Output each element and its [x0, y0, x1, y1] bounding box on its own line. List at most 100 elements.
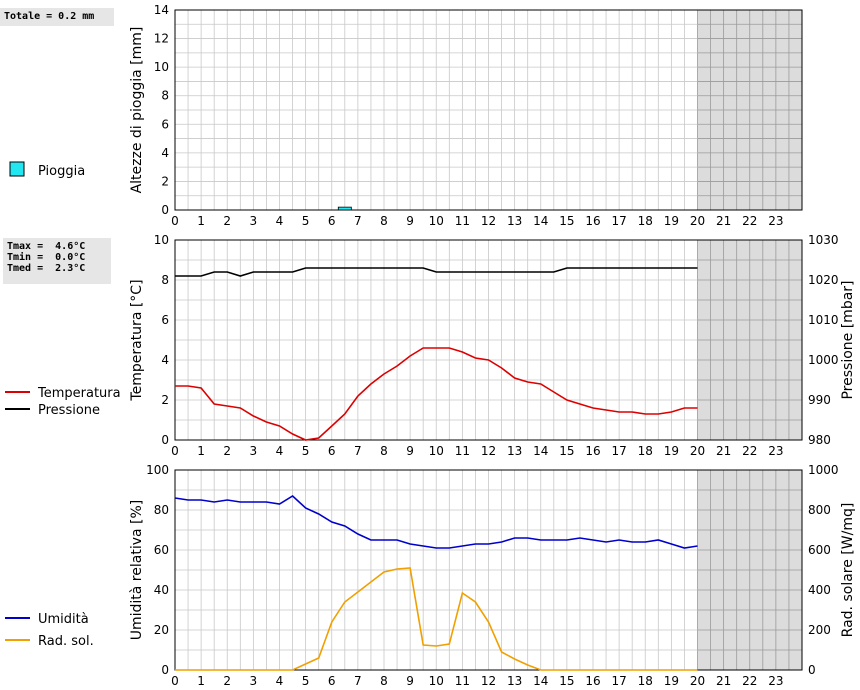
temperature-summary-box: Tmax = 4.6°C Tmin = 0.0°C Tmed = 2.3°C: [3, 238, 111, 284]
panel-1-x-tick-label: 21: [716, 444, 731, 458]
panel-2-x-tick-label: 19: [664, 674, 679, 688]
panel-1-y-right-tick-label: 1020: [808, 273, 839, 287]
panel-0-x-tick-label: 10: [429, 214, 444, 228]
panel-0-x-tick-label: 0: [171, 214, 179, 228]
legend-swatch-pioggia: [9, 161, 25, 177]
panel-1-y-right-tick-label: 990: [808, 393, 831, 407]
panel-1-x-tick-label: 9: [406, 444, 414, 458]
panel-0-x-tick-label: 18: [638, 214, 653, 228]
panel-1-y-tick-label: 6: [161, 313, 169, 327]
panel-2-x-tick-label: 16: [585, 674, 600, 688]
panel-1-y-tick-label: 0: [161, 433, 169, 447]
panel-1-x-tick-label: 19: [664, 444, 679, 458]
panel-1-y-right-axis-title: Pressione [mbar]: [840, 280, 856, 399]
panel-2-x-tick-label: 4: [276, 674, 284, 688]
panel-2-y-right-tick-label: 200: [808, 623, 831, 637]
legend-label: Umidità: [38, 612, 89, 627]
rain-bar: [337, 206, 352, 211]
panel-2-y-axis-title: Umidità relativa [%]: [129, 500, 145, 641]
legend-label: Pioggia: [38, 164, 85, 179]
panel-1-x-tick-label: 1: [197, 444, 205, 458]
panel-2-x-tick-label: 3: [250, 674, 258, 688]
panel-1-x-tick-label: 22: [742, 444, 757, 458]
panel-2-x-tick-label: 11: [455, 674, 470, 688]
panel-1-x-tick-label: 0: [171, 444, 179, 458]
panel-0-x-tick-label: 7: [354, 214, 362, 228]
panel-1-x-tick-label: 14: [533, 444, 548, 458]
panel-0-y-tick-label: 8: [161, 89, 169, 103]
panel-2-y-right-tick-label: 0: [808, 663, 816, 677]
panel-2-x-tick-label: 21: [716, 674, 731, 688]
panel-1-y-right-tick-label: 1030: [808, 233, 839, 247]
panel-2-x-tick-label: 5: [302, 674, 310, 688]
pressione-line: [175, 267, 698, 277]
panel-2-y-tick-label: 60: [154, 543, 169, 557]
panel-0-x-tick-label: 5: [302, 214, 310, 228]
panel-0-x-tick-label: 23: [768, 214, 783, 228]
tmax-text: Tmax = 4.6°C: [7, 241, 86, 252]
panel-0-x-tick-label: 3: [250, 214, 258, 228]
panel-2-y-tick-label: 40: [154, 583, 169, 597]
rain-total-text: Totale = 0.2 mm: [4, 11, 95, 22]
rain-total-box: Totale = 0.2 mm: [0, 8, 114, 26]
panel-2-y-tick-label: 20: [154, 623, 169, 637]
panel-0-x-tick-label: 8: [380, 214, 388, 228]
panel-0-y-tick-label: 0: [161, 203, 169, 217]
panel-1-frame: [174, 239, 803, 441]
panel-0-x-tick-label: 15: [559, 214, 574, 228]
panel-2-x-tick-label: 7: [354, 674, 362, 688]
panel-1-y-tick-label: 4: [161, 353, 169, 367]
tmin-text: Tmin = 0.0°C: [7, 252, 86, 263]
panel-0-x-tick-label: 19: [664, 214, 679, 228]
panel-0-x-tick-label: 11: [455, 214, 470, 228]
panel-1-y-right-tick-label: 1010: [808, 313, 839, 327]
panel-1-x-tick-label: 11: [455, 444, 470, 458]
panel-2-x-tick-label: 17: [611, 674, 626, 688]
panel-0-y-tick-label: 10: [154, 60, 169, 74]
panel-2-y-tick-label: 100: [146, 463, 169, 477]
panel-2-x-tick-label: 1: [197, 674, 205, 688]
panel-2-x-tick-label: 8: [380, 674, 388, 688]
panel-2-y-tick-label: 0: [161, 663, 169, 677]
panel-1-x-tick-label: 2: [223, 444, 231, 458]
panel-2-x-tick-label: 9: [406, 674, 414, 688]
panel-0-x-tick-label: 22: [742, 214, 757, 228]
panel-1-x-tick-label: 23: [768, 444, 783, 458]
panel-0-y-tick-label: 6: [161, 117, 169, 131]
panel-0-x-tick-label: 16: [585, 214, 600, 228]
temperatura-line: [175, 347, 698, 441]
panel-2-y-right-tick-label: 1000: [808, 463, 839, 477]
panel-1-x-tick-label: 13: [507, 444, 522, 458]
panel-1-y-right-tick-label: 1000: [808, 353, 839, 367]
panel-2-x-tick-label: 18: [638, 674, 653, 688]
panel-1-x-tick-label: 7: [354, 444, 362, 458]
panel-0-x-tick-label: 14: [533, 214, 548, 228]
panel-2-y-right-tick-label: 400: [808, 583, 831, 597]
legend-label: Rad. sol.: [38, 634, 94, 649]
panel-0-x-tick-label: 20: [690, 214, 705, 228]
panel-0-y-axis-title: Altezze di pioggia [mm]: [129, 27, 145, 194]
umidit--line: [174, 495, 698, 549]
panel-1-x-tick-label: 17: [611, 444, 626, 458]
panel-1-x-tick-label: 3: [250, 444, 258, 458]
panel-0-x-tick-label: 4: [276, 214, 284, 228]
panel-1-x-tick-label: 4: [276, 444, 284, 458]
panel-2-x-tick-label: 0: [171, 674, 179, 688]
panel-0-y-tick-label: 14: [154, 3, 169, 17]
panel-2-x-tick-label: 12: [481, 674, 496, 688]
legend-label: Pressione: [38, 403, 100, 418]
panel-1-x-tick-label: 8: [380, 444, 388, 458]
panel-1-x-tick-label: 16: [585, 444, 600, 458]
rad-sol--line: [175, 567, 698, 671]
panel-1-x-tick-label: 6: [328, 444, 336, 458]
panel-2-x-tick-label: 6: [328, 674, 336, 688]
panel-2-x-tick-label: 22: [742, 674, 757, 688]
panel-0-x-tick-label: 2: [223, 214, 231, 228]
panel-0-x-tick-label: 1: [197, 214, 205, 228]
panel-1-y-tick-label: 2: [161, 393, 169, 407]
panel-0-frame: [174, 9, 803, 211]
panel-2-x-tick-label: 10: [429, 674, 444, 688]
panel-2-y-right-tick-label: 800: [808, 503, 831, 517]
panel-1-x-tick-label: 10: [429, 444, 444, 458]
